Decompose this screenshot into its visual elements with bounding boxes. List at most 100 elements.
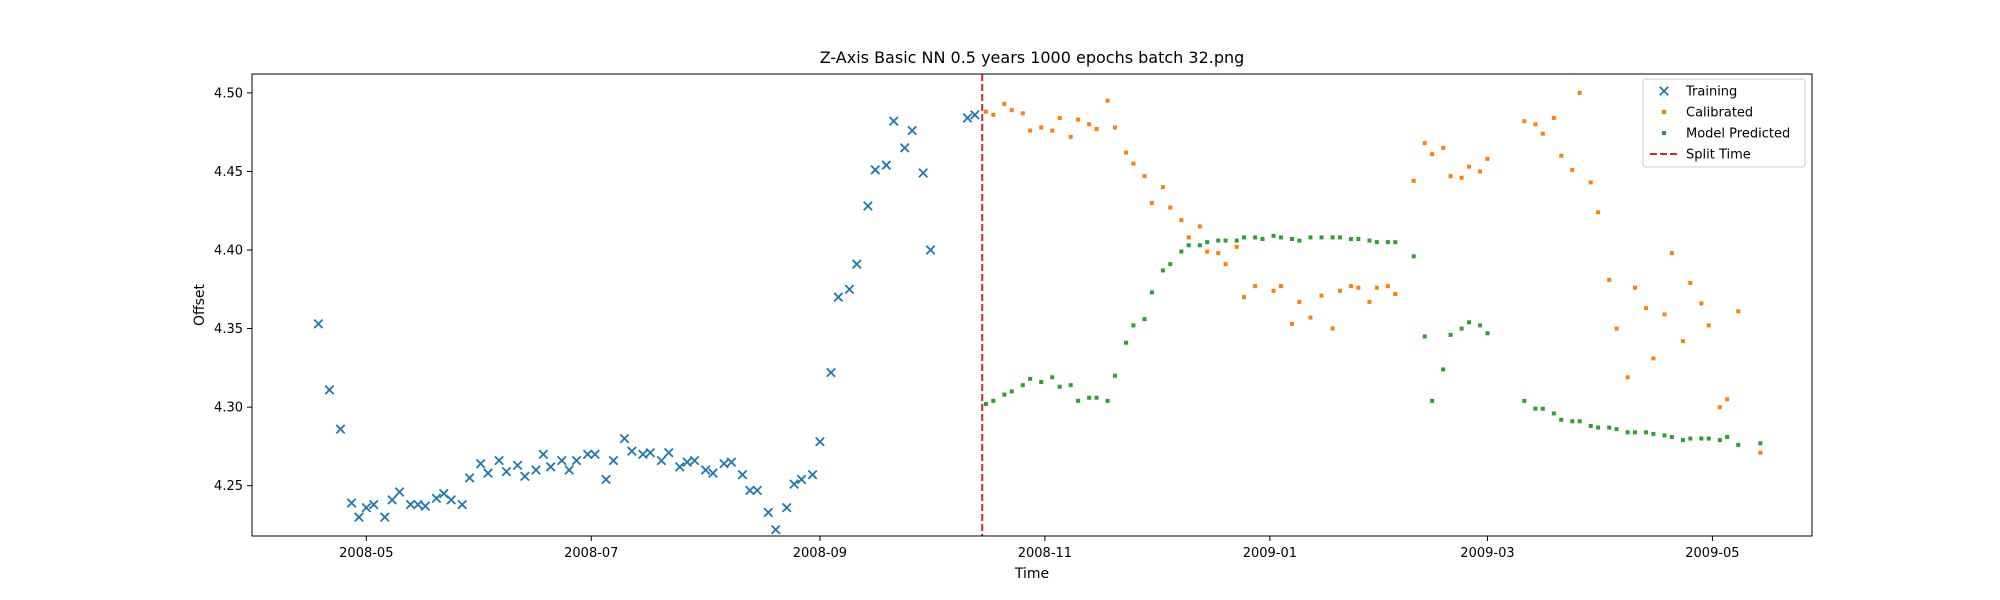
data-point	[907, 125, 917, 136]
data-point	[1699, 436, 1704, 441]
data-point	[983, 109, 988, 114]
data-point	[1330, 235, 1335, 240]
data-point	[1216, 238, 1221, 243]
data-point	[1411, 178, 1416, 183]
data-point	[1540, 131, 1545, 136]
x-tick-label: 2008-09	[793, 546, 847, 561]
data-point	[899, 143, 910, 153]
data-point	[1614, 326, 1619, 331]
data-point	[368, 499, 379, 510]
x-tick-label: 2008-05	[339, 546, 393, 561]
legend-marker	[1659, 86, 1669, 96]
data-point	[1374, 285, 1379, 290]
data-point	[888, 116, 899, 126]
data-point	[1278, 284, 1283, 289]
data-point	[796, 474, 807, 485]
data-point	[1330, 326, 1335, 331]
data-point	[1588, 180, 1593, 185]
data-point	[1186, 235, 1191, 240]
x-tick-label: 2009-01	[1243, 546, 1297, 561]
data-point	[1223, 238, 1228, 243]
data-point	[1393, 240, 1398, 245]
data-point	[627, 446, 637, 456]
data-point	[346, 498, 357, 508]
data-point	[1124, 150, 1129, 155]
data-point	[1160, 185, 1165, 190]
y-tick-label: 4.45	[214, 165, 243, 180]
data-point	[464, 473, 475, 483]
data-point	[379, 512, 390, 522]
data-point	[1430, 152, 1435, 157]
data-point	[1068, 383, 1073, 388]
data-point	[1441, 145, 1446, 150]
data-point	[1533, 406, 1538, 411]
data-point	[1385, 284, 1390, 289]
data-point	[1271, 233, 1276, 238]
data-point	[1522, 119, 1527, 124]
y-axis-label: Offset	[192, 283, 208, 326]
data-point	[1337, 235, 1342, 240]
data-point	[1614, 427, 1619, 432]
data-point	[1002, 101, 1007, 106]
data-point	[501, 466, 512, 477]
data-point	[1094, 395, 1099, 400]
data-point	[1197, 224, 1202, 229]
data-point	[1422, 141, 1427, 146]
data-point	[1002, 392, 1007, 397]
data-point	[1725, 435, 1730, 439]
data-point	[512, 460, 523, 471]
data-point	[726, 457, 737, 467]
data-point	[545, 462, 556, 472]
data-point	[1149, 290, 1154, 295]
data-point	[1632, 285, 1637, 290]
data-point	[645, 447, 656, 458]
data-point	[1142, 317, 1147, 322]
legend-label: Model Predicted	[1686, 127, 1790, 142]
data-point	[1385, 240, 1390, 245]
data-point	[1223, 262, 1228, 267]
plot-area	[313, 74, 1763, 536]
data-point	[1142, 174, 1147, 179]
data-point	[1467, 164, 1472, 169]
data-point	[1651, 356, 1656, 361]
data-point	[881, 160, 892, 170]
data-point	[1179, 249, 1184, 254]
data-point	[446, 495, 456, 505]
data-point	[1131, 161, 1136, 166]
data-point	[1216, 251, 1221, 256]
data-point	[770, 524, 781, 535]
data-point	[1596, 425, 1601, 430]
data-point	[1570, 167, 1575, 172]
data-point	[719, 458, 729, 469]
data-point	[1441, 367, 1446, 372]
data-point	[1736, 442, 1741, 447]
data-point	[1577, 419, 1582, 424]
data-point	[1319, 293, 1324, 298]
data-point	[431, 493, 442, 504]
data-point	[1349, 237, 1354, 241]
data-point	[1149, 200, 1154, 205]
x-axis: 2008-05 2008-07 2008-09 2008-11 2009-01 2009-…	[339, 536, 1740, 561]
data-point	[1020, 111, 1025, 116]
data-point	[556, 455, 567, 466]
data-point	[1680, 339, 1685, 344]
data-point	[1168, 205, 1173, 210]
data-point	[1725, 397, 1730, 402]
data-point	[335, 424, 346, 434]
y-axis: 4.25 4.30 4.35 4.40 4.45 4.50	[214, 86, 252, 494]
legend-box	[1642, 78, 1806, 168]
series-model-predicted	[983, 233, 1763, 447]
data-point	[1205, 240, 1210, 245]
data-point	[789, 479, 799, 489]
y-tick-label: 4.40	[214, 244, 243, 259]
data-point	[1105, 98, 1110, 103]
data-point	[1009, 108, 1014, 113]
data-point	[689, 455, 700, 466]
data-point	[1758, 441, 1763, 446]
x-tick-label: 2009-03	[1460, 546, 1514, 561]
data-point	[851, 259, 862, 269]
data-point	[1644, 430, 1649, 435]
data-point	[1087, 122, 1092, 127]
data-point	[1758, 450, 1763, 455]
